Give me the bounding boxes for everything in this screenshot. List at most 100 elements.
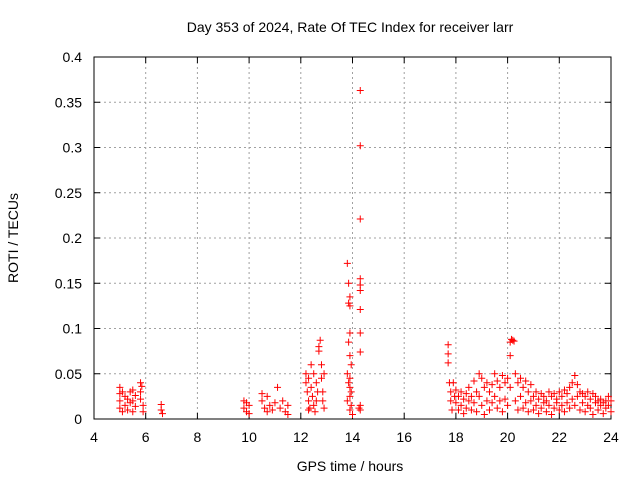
data-point xyxy=(599,410,607,418)
data-point xyxy=(303,388,311,396)
data-point xyxy=(568,395,576,403)
data-point xyxy=(356,215,364,223)
data-point xyxy=(537,404,545,412)
data-point xyxy=(343,397,351,405)
data-point xyxy=(274,383,282,391)
data-point xyxy=(116,404,124,412)
data-point xyxy=(581,392,589,400)
data-point xyxy=(356,275,364,283)
data-point xyxy=(568,379,576,387)
data-point xyxy=(310,401,318,409)
data-point xyxy=(576,406,584,414)
data-point xyxy=(517,374,525,382)
data-point xyxy=(240,404,248,412)
data-point xyxy=(449,379,457,387)
data-point xyxy=(310,370,318,378)
data-point xyxy=(121,401,129,409)
data-point xyxy=(347,388,355,396)
data-point xyxy=(511,370,519,378)
data-point xyxy=(586,395,594,403)
data-point xyxy=(465,397,473,405)
data-point xyxy=(586,404,594,412)
data-point xyxy=(581,408,589,416)
data-point xyxy=(345,279,353,287)
data-point xyxy=(346,406,354,414)
data-point xyxy=(271,399,279,407)
x-tick-label: 18 xyxy=(448,429,464,445)
data-point xyxy=(312,379,320,387)
data-point xyxy=(118,408,126,416)
data-point xyxy=(268,406,276,414)
y-tick-label: 0.05 xyxy=(55,366,82,382)
y-tick-label: 0.4 xyxy=(63,49,83,65)
data-point xyxy=(604,401,612,409)
data-point xyxy=(245,410,253,418)
data-point xyxy=(356,286,364,294)
data-point xyxy=(545,401,553,409)
data-point xyxy=(356,406,364,414)
data-point xyxy=(346,302,354,310)
data-point xyxy=(532,388,540,396)
data-point xyxy=(473,408,481,416)
data-point xyxy=(346,383,354,391)
data-point xyxy=(563,399,571,407)
data-point xyxy=(470,377,478,385)
data-point xyxy=(542,408,550,416)
data-point xyxy=(519,383,527,391)
data-point xyxy=(284,401,292,409)
data-point xyxy=(131,402,139,410)
x-axis-label: GPS time / hours xyxy=(297,458,404,474)
data-point xyxy=(478,401,486,409)
data-point xyxy=(486,406,494,414)
data-point xyxy=(305,406,313,414)
x-tick-label: 12 xyxy=(293,429,309,445)
data-point xyxy=(480,383,488,391)
data-point xyxy=(558,401,566,409)
data-point xyxy=(579,399,587,407)
x-tick-label: 10 xyxy=(241,429,257,445)
data-point xyxy=(316,336,324,344)
data-point xyxy=(470,399,478,407)
data-point xyxy=(346,374,354,382)
data-point xyxy=(486,388,494,396)
data-point xyxy=(346,392,354,400)
data-point xyxy=(555,406,563,414)
data-point xyxy=(589,410,597,418)
data-point xyxy=(347,401,355,409)
data-point xyxy=(542,397,550,405)
data-point xyxy=(465,383,473,391)
data-point xyxy=(527,381,535,389)
data-point xyxy=(555,388,563,396)
data-point xyxy=(498,408,506,416)
data-point xyxy=(506,352,514,360)
x-tick-label: 6 xyxy=(142,429,150,445)
x-tick-label: 4 xyxy=(90,429,98,445)
axis-ticks: 4 6 8 10 12 14 16 18 20 22 24 0 0.05 0.1 0.15 0.2 0.25 0.… xyxy=(55,49,619,445)
data-point xyxy=(545,388,553,396)
data-point xyxy=(519,404,527,412)
data-point xyxy=(345,379,353,387)
data-point xyxy=(475,370,483,378)
data-point xyxy=(529,406,537,414)
data-point xyxy=(307,383,315,391)
data-point xyxy=(522,377,530,385)
data-point xyxy=(139,401,147,409)
data-point xyxy=(355,404,363,412)
grid xyxy=(94,57,611,419)
data-point xyxy=(607,408,615,416)
data-point xyxy=(346,329,354,337)
y-tick-label: 0.1 xyxy=(63,321,83,337)
data-point xyxy=(129,408,137,416)
data-point xyxy=(308,392,316,400)
data-point xyxy=(444,341,452,349)
data-point xyxy=(349,410,356,418)
data-point xyxy=(356,86,364,94)
data-point xyxy=(261,404,269,412)
data-point xyxy=(457,388,465,396)
data-point xyxy=(553,399,561,407)
data-point xyxy=(510,337,518,345)
data-point xyxy=(320,404,328,412)
data-point xyxy=(317,374,325,382)
data-point xyxy=(307,361,315,369)
